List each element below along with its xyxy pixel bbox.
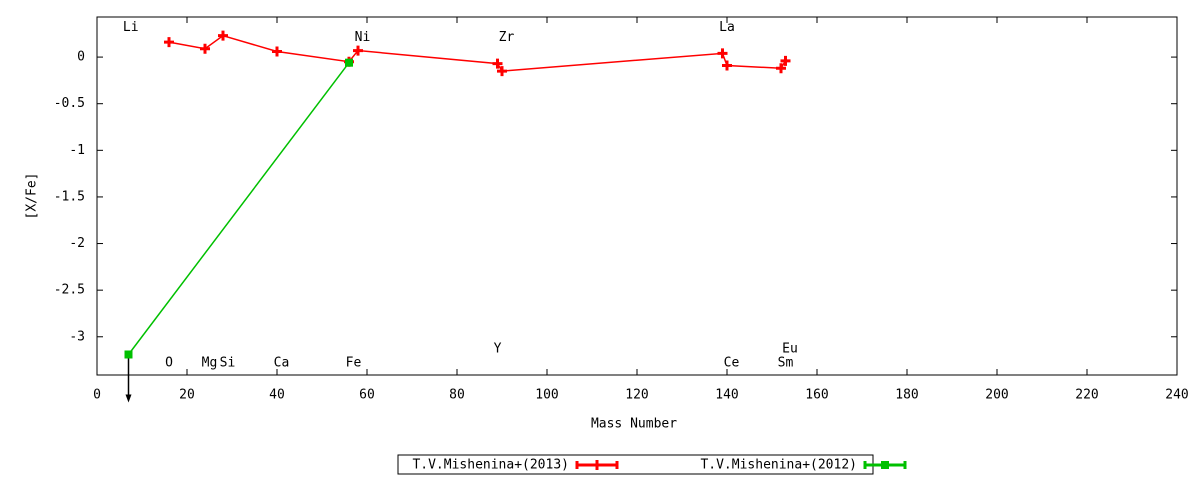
- point: [492, 58, 503, 69]
- y-tick-label: -0.5: [54, 96, 85, 111]
- point: [272, 46, 282, 57]
- x-tick-label: 20: [179, 388, 195, 403]
- x-tick-label: 140: [715, 388, 738, 403]
- plot-frame: [96, 16, 1178, 376]
- element-label: Eu: [782, 341, 798, 356]
- element-label: Li: [123, 20, 139, 35]
- x-tick-label: 200: [985, 388, 1008, 403]
- element-label: Mg: [202, 355, 218, 370]
- element-label: Si: [220, 355, 236, 370]
- y-tick-label: -1.5: [54, 189, 85, 204]
- point: [218, 30, 228, 41]
- point: [345, 58, 353, 67]
- x-tick-label: 220: [1075, 388, 1098, 403]
- point: [776, 63, 786, 74]
- y-tick-label: 0: [77, 50, 85, 65]
- y-tick-label: -2: [69, 236, 85, 251]
- y-axis-label: [X/Fe]: [25, 173, 40, 220]
- legend-label: T.V.Mishenina+(2013): [412, 458, 569, 473]
- y-tick-label: -2.5: [54, 283, 85, 298]
- y-tick-label: -3: [69, 329, 85, 344]
- element-label: Ni: [355, 30, 371, 45]
- x-tick-label: 160: [805, 388, 828, 403]
- point: [780, 55, 791, 66]
- point: [497, 66, 507, 77]
- element-label: Ce: [724, 355, 740, 370]
- point: [200, 43, 210, 54]
- element-label: Sm: [778, 355, 794, 370]
- y-tick-label: -1: [69, 143, 85, 158]
- legend-label: T.V.Mishenina+(2012): [700, 458, 857, 473]
- x-tick-label: 60: [359, 388, 375, 403]
- x-tick-label: 40: [269, 388, 285, 403]
- point: [722, 60, 732, 71]
- element-label: Zr: [499, 30, 515, 45]
- element-label: Fe: [346, 355, 362, 370]
- legend-marker: [881, 461, 889, 469]
- point: [124, 350, 133, 359]
- x-tick-label: 100: [535, 388, 558, 403]
- upper-limit-arrow-head: [125, 394, 132, 403]
- x-axis-label: Mass Number: [591, 417, 677, 432]
- x-tick-label: 180: [895, 388, 918, 403]
- legend-marker: [592, 460, 602, 470]
- element-label: Ca: [274, 355, 290, 370]
- element-label: Y: [494, 341, 502, 356]
- point: [164, 37, 174, 48]
- x-tick-label: 0: [93, 388, 101, 403]
- series-line: [127, 62, 350, 355]
- point: [353, 45, 363, 56]
- x-tick-label: 120: [625, 388, 648, 403]
- x-tick-label: 80: [449, 388, 465, 403]
- element-label: O: [165, 355, 173, 370]
- x-tick-label: 240: [1165, 388, 1188, 403]
- element-label: La: [719, 20, 735, 35]
- point: [717, 48, 728, 59]
- series-line: [168, 34, 787, 72]
